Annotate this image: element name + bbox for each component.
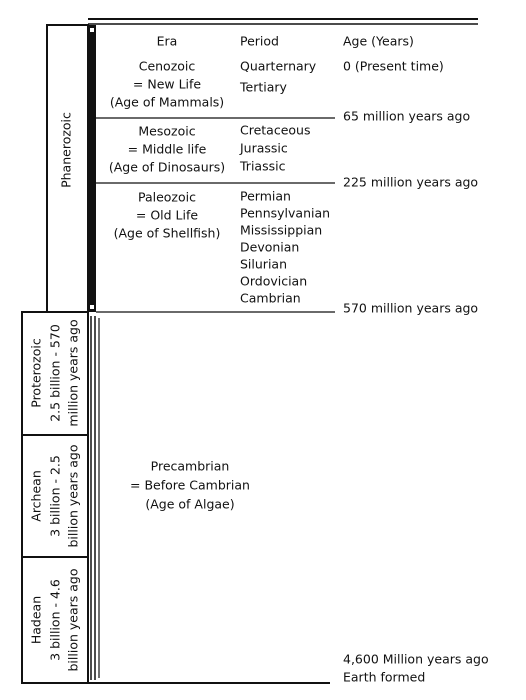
period: Cambrian [240,291,301,306]
bar-notch [90,28,94,32]
eon-span: 2.5 billion - 570 [48,324,63,422]
era-meaning: = Middle life [128,142,207,157]
period: Permian [240,189,291,204]
bar-notch [90,305,94,309]
eon-span: million years ago [66,319,81,426]
period: Jurassic [239,141,288,156]
era-nickname: (Age of Algae) [145,497,234,512]
period: Ordovician [240,274,307,289]
age: 225 million years ago [343,175,478,190]
era-nickname: (Age of Shellfish) [114,226,221,241]
era-meaning: = Before Cambrian [130,478,250,493]
period: Cretaceous [240,123,311,138]
era-meaning: = Old Life [136,208,199,223]
era-nickname: (Age of Dinosaurs) [109,160,225,175]
era-name: Precambrian [151,459,230,474]
eon-box [21,556,89,684]
eon-label: Archean [29,470,44,521]
header: Era [157,34,178,49]
eon-label: Phanerozoic [59,112,74,188]
period: Pennsylvanian [240,206,330,221]
eon-span: billion years ago [66,445,81,548]
era-nickname: (Age of Mammals) [110,95,224,110]
era-name: Mesozoic [138,124,195,139]
header: Period [240,34,279,49]
period: Mississippian [240,223,322,238]
age: 570 million years ago [343,301,478,316]
age: Earth formed [343,670,425,685]
era-meaning: = New Life [133,77,202,92]
period: Tertiary [239,80,288,95]
age: 65 million years ago [343,109,470,124]
thick-bar [88,25,96,312]
period: Silurian [240,257,287,272]
era-name: Cenozoic [139,59,196,74]
period: Quarternary [240,59,317,74]
header: Age (Years) [343,34,414,49]
period: Triassic [239,159,286,174]
age: 0 (Present time) [343,59,444,74]
eon-span: 3 billion - 2.5 [48,455,63,537]
eon-label: Proterozoic [29,338,44,408]
eon-span: billion years ago [66,569,81,672]
eon-label: Hadean [29,596,44,644]
era-name: Paleozoic [138,190,196,205]
eon-span: 3 billion - 4.6 [48,579,63,661]
age: 4,600 Million years ago [343,652,489,667]
period: Devonian [240,240,299,255]
